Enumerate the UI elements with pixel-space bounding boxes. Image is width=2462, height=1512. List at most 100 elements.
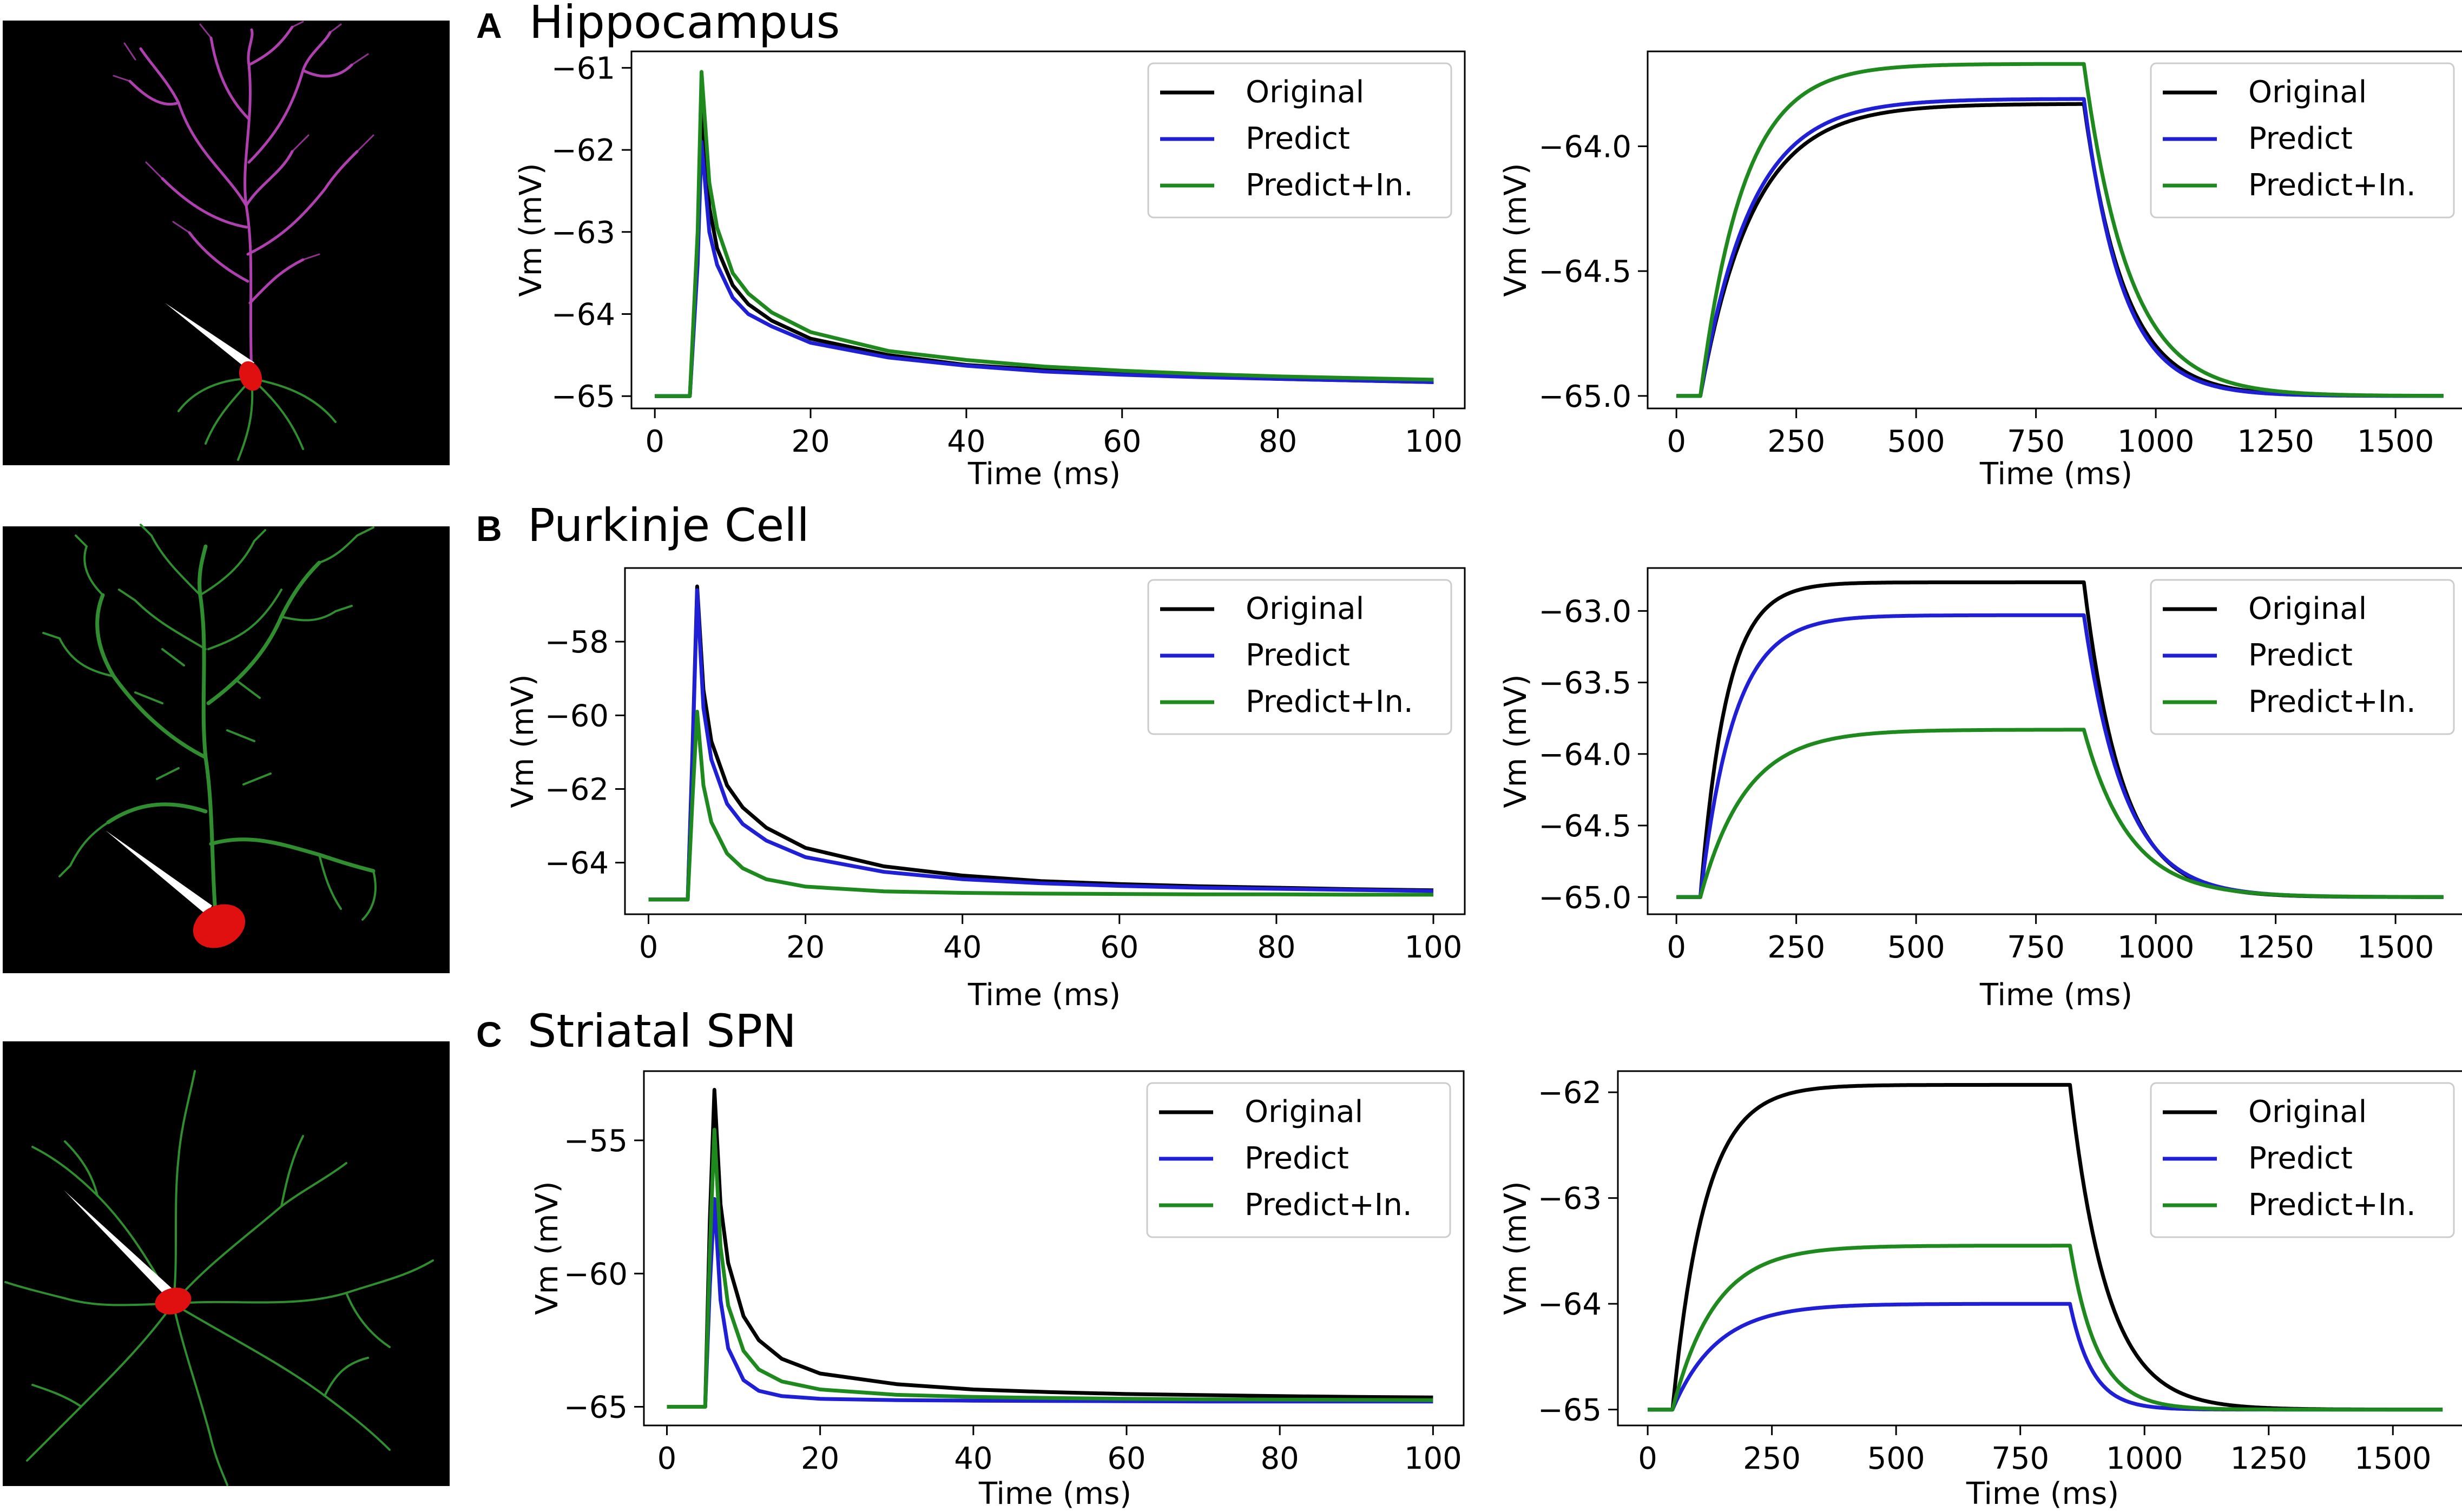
y-axis-label: Vm (mV): [505, 674, 541, 808]
x-tick-label: 80: [1261, 1441, 1299, 1476]
panel-letter: C: [476, 1014, 502, 1054]
legend-label: Original: [1246, 591, 1364, 626]
x-tick-label: 0: [639, 930, 659, 965]
legend-label: Original: [1245, 1094, 1363, 1130]
y-tick-label: −60: [564, 1257, 628, 1292]
series-lines: [655, 70, 1434, 398]
y-tick-label: −63.0: [1538, 594, 1631, 629]
chart-spn-short: 0 20 40 60 80 100 −55 −60 −65 Time (ms) Vm (mV) Ori…: [530, 1070, 1465, 1511]
y-tick-label: −60: [545, 698, 609, 734]
x-tick-label: 100: [1404, 1441, 1462, 1476]
legend-label: Predict+In.: [2248, 1187, 2416, 1223]
y-tick-label: −64: [551, 298, 615, 333]
neuron-image-hippocampus: [3, 21, 450, 465]
plot-frame: [1647, 50, 2462, 410]
x-tick-label: 100: [1405, 930, 1463, 965]
x-tick-label: 1500: [2354, 1441, 2432, 1476]
y-tick-label: −64.0: [1538, 737, 1631, 772]
x-axis-label: Time (ms): [967, 978, 1121, 1013]
y-tick-label: −62: [545, 772, 609, 808]
legend-label: Original: [2248, 1094, 2367, 1130]
series-line-predict-in: [648, 710, 1433, 902]
chart-spn-long: 0 250 500 750 1000 1250 1500 −62 −63 −64 −65 Time (…: [1498, 1070, 2462, 1511]
legend-box: [2150, 579, 2455, 735]
series-line-predict-in: [1647, 1244, 2444, 1412]
panel-title: Purkinje Cell: [528, 499, 809, 552]
x-tick-label: 60: [1100, 930, 1138, 965]
series-line-original: [667, 1088, 1433, 1409]
x-tick-label: 1250: [2237, 930, 2314, 965]
soma-icon: [193, 904, 246, 948]
legend-label: Predict: [2248, 121, 2353, 156]
x-tick-label: 40: [947, 424, 985, 459]
legend-box: [2150, 1082, 2455, 1238]
x-tick-label: 500: [1887, 930, 1945, 965]
y-tick-label: −61: [551, 51, 615, 86]
electrode-icon: [106, 830, 212, 914]
x-tick-label: 500: [1867, 1441, 1925, 1476]
chart-purkinje-long: 0 250 500 750 1000 1250 1500 −63.0 −63.5 −64.0 −64…: [1498, 567, 2462, 1013]
series-line-predict-in: [667, 1127, 1433, 1409]
y-tick-label: −64.5: [1538, 254, 1631, 289]
pyramidal-neuron-morphology-icon: [113, 21, 374, 461]
series-lines: [1675, 62, 2445, 398]
series-line-predict-in: [1675, 728, 2445, 899]
x-tick-label: 80: [1259, 424, 1297, 459]
y-axis-label: Vm (mV): [1498, 1181, 1533, 1315]
legend-box: [2150, 62, 2455, 219]
y-tick-label: −65: [1538, 1393, 1602, 1428]
legend-box: [1147, 579, 1452, 735]
y-tick-label: −64: [1538, 1287, 1602, 1322]
y-tick-label: −64.5: [1538, 809, 1631, 844]
x-tick-label: 40: [954, 1441, 992, 1476]
y-tick-label: −55: [564, 1124, 628, 1159]
series-lines: [1647, 1082, 2444, 1412]
series-line-predict-in: [655, 70, 1434, 398]
y-axis-label: Vm (mV): [1498, 674, 1533, 808]
x-tick-label: 750: [2007, 930, 2065, 965]
y-tick-label: −62: [551, 133, 615, 168]
x-tick-label: 500: [1887, 424, 1945, 459]
series-line-predict: [1647, 1302, 2444, 1412]
y-tick-label: −65.0: [1538, 379, 1631, 414]
series-line-predict: [667, 1197, 1433, 1409]
soma-icon: [155, 1287, 192, 1315]
y-tick-label: −63: [1538, 1181, 1602, 1217]
x-tick-label: 250: [1743, 1441, 1801, 1476]
legend-label: Predict: [1245, 1141, 1349, 1176]
x-axis-label: Time (ms): [1979, 457, 2132, 492]
y-tick-label: −65: [564, 1390, 628, 1425]
plot-frame: [624, 567, 1466, 915]
neuron-image-purkinje: [3, 524, 450, 973]
legend-label: Predict+In.: [1246, 168, 1413, 203]
soma-icon: [239, 361, 262, 391]
legend: Original Predict Predict+In.: [2150, 62, 2455, 219]
x-tick-label: 250: [1767, 930, 1825, 965]
x-tick-label: 60: [1103, 424, 1141, 459]
panel-letter: B: [476, 509, 502, 549]
y-axis-label: Vm (mV): [514, 163, 549, 296]
x-tick-label: 1250: [2237, 424, 2314, 459]
legend-label: Predict+In.: [2248, 684, 2416, 719]
x-axis-label: Time (ms): [967, 457, 1121, 492]
x-tick-label: 0: [1667, 424, 1686, 459]
legend-label: Predict: [1246, 121, 1350, 156]
x-tick-label: 100: [1405, 424, 1463, 459]
y-tick-label: −63: [551, 215, 615, 250]
x-tick-label: 1000: [2117, 424, 2195, 459]
y-axis-label: Vm (mV): [1498, 163, 1533, 296]
y-axis-label: Vm (mV): [530, 1181, 565, 1315]
electrode-icon: [165, 303, 254, 371]
panel-title-B: B Purkinje Cell: [476, 499, 809, 552]
x-tick-label: 40: [943, 930, 982, 965]
series-lines: [667, 1088, 1433, 1409]
legend-label: Original: [2248, 75, 2367, 110]
x-tick-label: 250: [1767, 424, 1825, 459]
y-tick-label: −62: [1538, 1075, 1602, 1111]
neuron-image-striatal-spn: [3, 1041, 450, 1486]
x-tick-label: 1000: [2117, 930, 2195, 965]
x-tick-label: 20: [801, 1441, 839, 1476]
x-tick-label: 0: [1667, 930, 1686, 965]
x-axis-label: Time (ms): [978, 1476, 1131, 1511]
